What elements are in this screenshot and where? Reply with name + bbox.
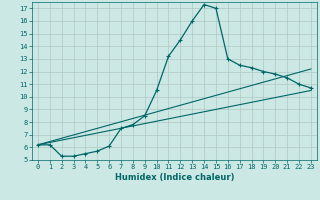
- X-axis label: Humidex (Indice chaleur): Humidex (Indice chaleur): [115, 173, 234, 182]
